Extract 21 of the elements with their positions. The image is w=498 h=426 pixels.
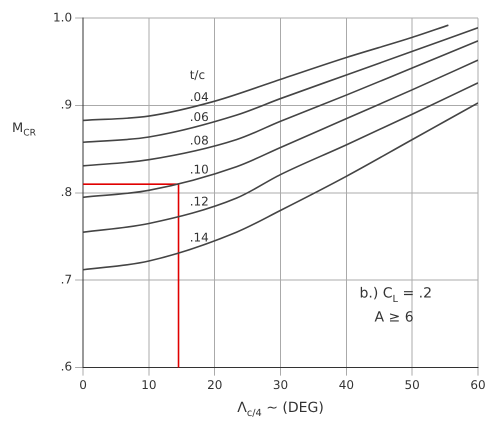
series-label: .10	[190, 162, 209, 176]
series-label: .04	[190, 90, 209, 104]
x-tick-label: 20	[207, 378, 222, 392]
y-tick-label: .7	[60, 272, 72, 286]
x-tick-label: 60	[470, 378, 486, 392]
x-tick-label: 0	[79, 378, 87, 392]
series-label: .08	[190, 133, 209, 148]
y-tick-label: 1.0	[52, 10, 72, 24]
x-tick-label: 10	[141, 378, 157, 392]
y-tick-label: .9	[60, 98, 72, 112]
line-series	[83, 24, 450, 122]
x-tick-label: 40	[338, 378, 354, 392]
series-label: .06	[190, 110, 209, 124]
annotation: A ≥ 6	[374, 310, 414, 326]
x-tick-label: 50	[404, 378, 420, 392]
legend-title: t/c	[190, 68, 206, 82]
series-label: .14	[190, 230, 209, 245]
series-label: .12	[190, 194, 209, 209]
y-tick-label: .6	[60, 360, 72, 374]
y-tick-label: .8	[60, 185, 72, 200]
x-tick-label: 30	[272, 378, 288, 392]
